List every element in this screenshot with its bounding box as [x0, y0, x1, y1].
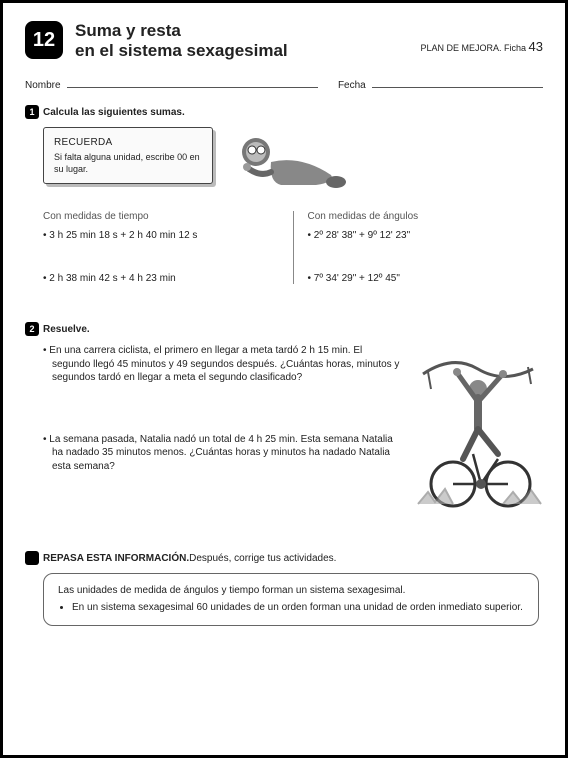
recuerda-title: RECUERDA [54, 136, 202, 149]
repasa-list: En un sistema sexagesimal 60 unidades de… [58, 601, 524, 615]
q1-columns: Con medidas de tiempo • 3 h 25 min 18 s … [43, 211, 543, 284]
worksheet-header: 12 Suma y resta en el sistema sexagesima… [25, 21, 543, 60]
title-line-1: Suma y resta [75, 21, 181, 40]
repasa-line2: En un sistema sexagesimal 60 unidades de… [72, 601, 524, 615]
col1-item2: • 2 h 38 min 42 s + 4 h 23 min [43, 273, 279, 284]
plan-text: PLAN DE MEJORA. Ficha [421, 43, 529, 53]
col1-item1: • 3 h 25 min 18 s + 2 h 40 min 12 s [43, 230, 279, 241]
nombre-line[interactable] [67, 78, 318, 88]
nombre-field: Nombre [25, 78, 318, 91]
fecha-line[interactable] [372, 78, 543, 88]
col2-item1: • 2º 28' 38" + 9º 12' 23" [308, 230, 544, 241]
q2-problem-1: • En una carrera ciclista, el primero en… [43, 344, 403, 385]
col1-head: Con medidas de tiempo [43, 211, 279, 222]
repasa-title-rest: Después, corrige tus actividades. [189, 553, 336, 564]
q1-title-row: 1 Calcula las siguientes sumas. [25, 105, 543, 119]
nombre-label: Nombre [25, 80, 61, 91]
title-block: Suma y resta en el sistema sexagesimal [75, 21, 409, 60]
q1-title: Calcula las siguientes sumas. [43, 107, 185, 118]
repasa-line1: Las unidades de medida de ángulos y tiem… [58, 584, 524, 598]
unit-number-badge: 12 [25, 21, 63, 59]
recuerda-text: Si falta alguna unidad, escribe 00 en su… [54, 152, 202, 175]
q1-top: RECUERDA Si falta alguna unidad, escribe… [43, 127, 543, 197]
q1-col-tiempo: Con medidas de tiempo • 3 h 25 min 18 s … [43, 211, 293, 284]
ficha-number: 43 [529, 39, 543, 54]
repasa-section: REPASA ESTA INFORMACIÓN. Después, corrig… [25, 551, 543, 626]
recuerda-box: RECUERDA Si falta alguna unidad, escribe… [43, 127, 213, 184]
repasa-box: Las unidades de medida de ángulos y tiem… [43, 573, 539, 626]
title-line-2: en el sistema sexagesimal [75, 41, 288, 60]
q2-problem-2: • La semana pasada, Natalia nadó un tota… [43, 433, 403, 474]
cyclist-finish-icon [413, 344, 543, 514]
q2-number-badge: 2 [25, 322, 39, 336]
question-2: 2 Resuelve. • En una carrera ciclista, e… [25, 322, 543, 521]
q2-title-row: 2 Resuelve. [25, 322, 543, 336]
q2-problems: • En una carrera ciclista, el primero en… [25, 344, 403, 521]
fecha-field: Fecha [338, 78, 543, 91]
q2-body: • En una carrera ciclista, el primero en… [25, 344, 543, 521]
col2-head: Con medidas de ángulos [308, 211, 544, 222]
q1-col-angulos: Con medidas de ángulos • 2º 28' 38" + 9º… [293, 211, 544, 284]
worksheet-title: Suma y resta en el sistema sexagesimal [75, 21, 409, 60]
q2-title: Resuelve. [43, 324, 90, 335]
question-1: 1 Calcula las siguientes sumas. RECUERDA… [25, 105, 543, 284]
form-row: Nombre Fecha [25, 78, 543, 91]
boy-lying-icon [221, 127, 351, 197]
q1-number-badge: 1 [25, 105, 39, 119]
plan-label: PLAN DE MEJORA. Ficha 43 [421, 39, 544, 54]
col2-item2: • 7º 34' 29" + 12º 45" [308, 273, 544, 284]
repasa-title-bold: REPASA ESTA INFORMACIÓN. [43, 553, 189, 564]
repasa-badge [25, 551, 39, 565]
repasa-title-row: REPASA ESTA INFORMACIÓN. Después, corrig… [25, 551, 543, 565]
fecha-label: Fecha [338, 80, 366, 91]
